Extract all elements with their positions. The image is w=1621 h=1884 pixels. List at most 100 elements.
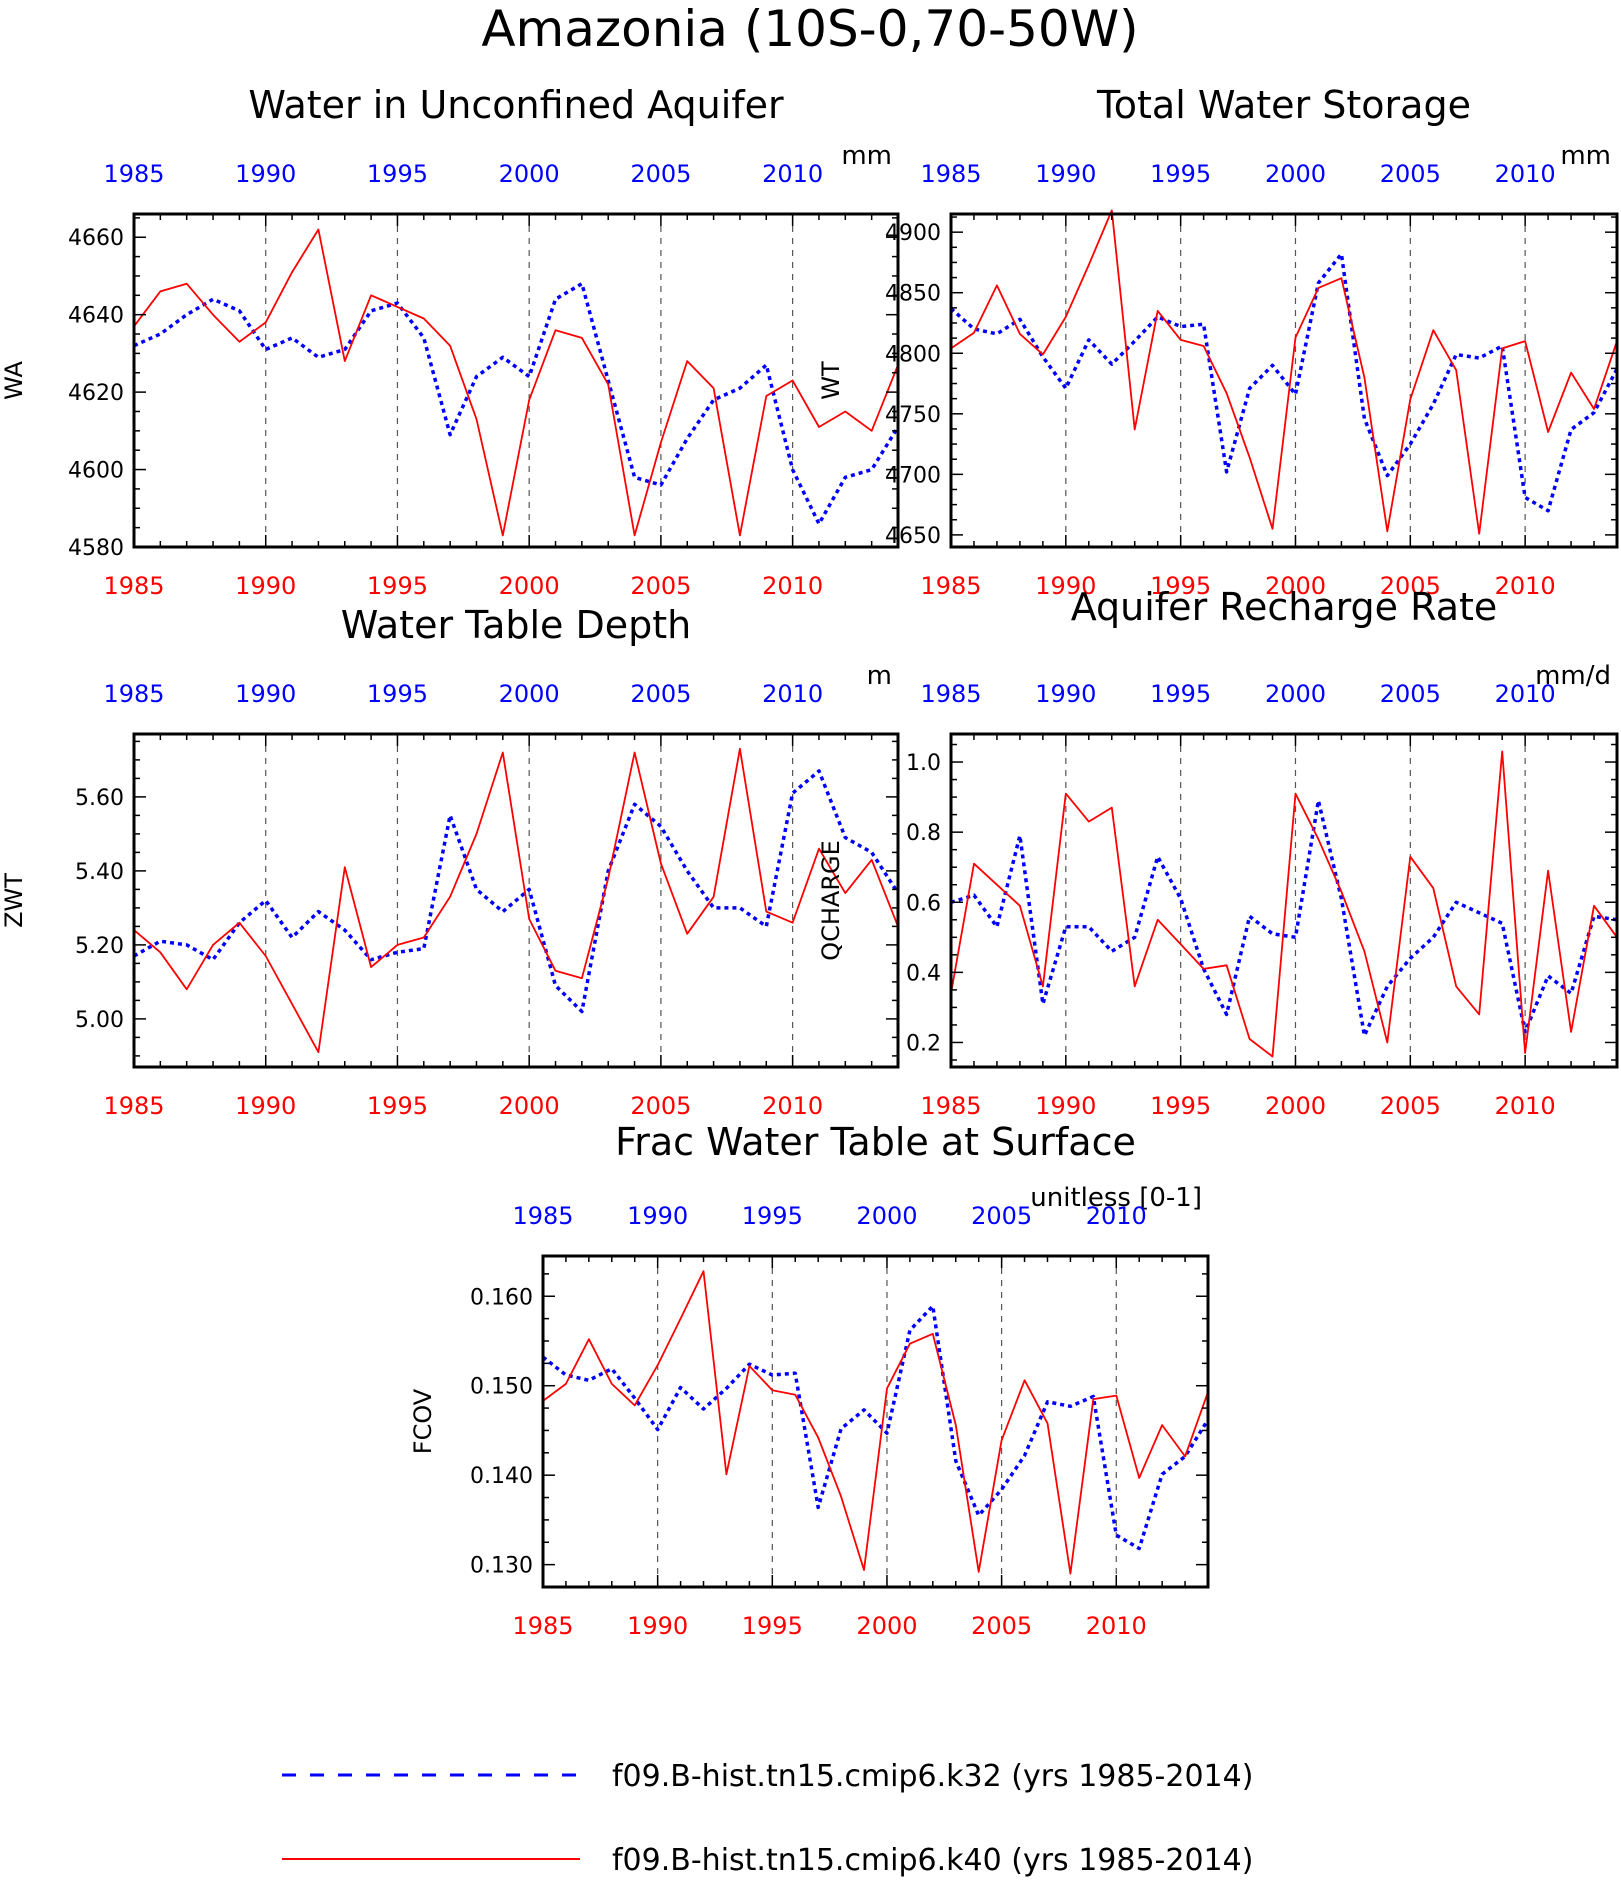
top-axis-year-label: 2010	[762, 160, 823, 188]
chart-panel-4: Aquifer Recharge Rate mm/d QCHARGE 0.2 0.4 0.…	[817, 585, 1619, 1120]
y-tick-label: 4800	[885, 342, 941, 367]
series-line-k32	[133, 769, 900, 1014]
panel-title: Aquifer Recharge Rate	[1071, 585, 1498, 629]
panel-title: Frac Water Table at Surface	[615, 1120, 1136, 1164]
top-axis-year-label: 2010	[1495, 160, 1556, 188]
y-axis-label: WT	[817, 361, 845, 400]
top-axis-year-label: 2010	[1495, 680, 1556, 708]
top-axis-year-label: 2000	[499, 680, 560, 708]
y-tick-label: 0.8	[906, 821, 941, 846]
top-axis-year-label: 2005	[630, 680, 691, 708]
y-tick-label: 0.130	[470, 1554, 533, 1579]
series-line-k32	[950, 798, 1618, 1038]
y-tick-label: 0.4	[906, 961, 941, 986]
bottom-axis-year-label: 1985	[103, 1092, 164, 1120]
bottom-axis-year-label: 2000	[499, 572, 560, 600]
top-axis-year-label: 2005	[1380, 680, 1441, 708]
bottom-axis-year-label: 1995	[367, 572, 428, 600]
plot-frame	[132, 212, 900, 549]
top-axis-year-label: 1985	[103, 680, 164, 708]
units-label: mm	[841, 141, 892, 171]
bottom-axis-year-label: 1990	[235, 572, 296, 600]
figure-title: Amazonia (10S-0,70-50W)	[481, 0, 1138, 58]
plot-frame	[949, 732, 1619, 1069]
top-axis-year-label: 2000	[1265, 680, 1326, 708]
y-tick-label: 4650	[885, 524, 941, 549]
top-axis-year-label: 2010	[1086, 1202, 1147, 1230]
bottom-axis-year-label: 2005	[971, 1612, 1032, 1640]
panel-title: Water in Unconfined Aquifer	[248, 83, 784, 127]
y-tick-label: 4900	[885, 221, 941, 246]
bottom-axis-year-label: 1985	[103, 572, 164, 600]
top-axis-year-label: 1995	[742, 1202, 803, 1230]
series-line-k32	[541, 1304, 1210, 1551]
top-axis-year-label: 1985	[512, 1202, 573, 1230]
panel-title: Total Water Storage	[1096, 83, 1471, 127]
bottom-axis-year-label: 1995	[1150, 572, 1211, 600]
units-label: mm/d	[1535, 661, 1611, 691]
y-tick-label: 4640	[68, 304, 124, 329]
y-tick-label: 4660	[68, 226, 124, 251]
top-axis-year-label: 1985	[920, 680, 981, 708]
legend-label-k40: f09.B-hist.tn15.cmip6.k40 (yrs 1985-2014…	[612, 1843, 1253, 1878]
top-axis-year-label: 1985	[920, 160, 981, 188]
top-axis-year-label: 1995	[367, 160, 428, 188]
y-axis-label: WA	[0, 361, 28, 400]
bottom-axis-year-label: 1995	[742, 1612, 803, 1640]
chart-panel-3: Water Table Depth m ZWT 5.00 5.20 5.40 5.60 198…	[0, 603, 900, 1120]
top-axis-year-label: 1995	[367, 680, 428, 708]
y-tick-label: 0.140	[470, 1464, 533, 1489]
top-axis-year-label: 1990	[235, 680, 296, 708]
bottom-axis-year-label: 1990	[1035, 572, 1096, 600]
y-tick-label: 0.2	[906, 1031, 941, 1056]
y-tick-label: 5.60	[75, 786, 124, 811]
bottom-axis-year-label: 2005	[630, 1092, 691, 1120]
bottom-axis-year-label: 2010	[1086, 1612, 1147, 1640]
panel-title: Water Table Depth	[341, 603, 692, 647]
top-axis-year-label: 2005	[971, 1202, 1032, 1230]
y-tick-label: 5.40	[75, 860, 124, 885]
bottom-axis-year-label: 1985	[920, 572, 981, 600]
series-line-k40	[133, 747, 899, 1054]
top-axis-year-label: 2005	[1380, 160, 1441, 188]
top-axis-year-label: 1985	[103, 160, 164, 188]
top-axis-year-label: 1990	[235, 160, 296, 188]
bottom-axis-year-label: 2000	[499, 1092, 560, 1120]
chart-panel-2: Total Water Storage mm WT 4650 4700 4750 4800 4…	[817, 83, 1619, 600]
bottom-axis-year-label: 2000	[1265, 572, 1326, 600]
top-axis-year-label: 2000	[1265, 160, 1326, 188]
y-tick-label: 4600	[68, 459, 124, 484]
bottom-axis-year-label: 2010	[1495, 1092, 1556, 1120]
y-tick-label: 4750	[885, 403, 941, 428]
top-axis-year-label: 2005	[630, 160, 691, 188]
y-tick-label: 5.00	[75, 1008, 124, 1033]
y-tick-label: 4620	[68, 381, 124, 406]
top-axis-year-label: 1990	[1035, 680, 1096, 708]
bottom-axis-year-label: 2005	[1380, 572, 1441, 600]
y-tick-label: 1.0	[906, 751, 941, 776]
bottom-axis-year-label: 1990	[235, 1092, 296, 1120]
units-label: mm	[1560, 141, 1611, 171]
top-axis-year-label: 2010	[762, 680, 823, 708]
series-line-k40	[950, 209, 1618, 535]
bottom-axis-year-label: 2010	[762, 1092, 823, 1120]
bottom-axis-year-label: 2005	[630, 572, 691, 600]
series-line-k32	[133, 281, 900, 526]
plot-frame	[541, 1254, 1210, 1589]
bottom-axis-year-label: 1990	[627, 1612, 688, 1640]
bottom-axis-year-label: 1985	[512, 1612, 573, 1640]
series-line-k40	[950, 750, 1618, 1058]
top-axis-year-label: 2000	[856, 1202, 917, 1230]
top-axis-year-label: 1990	[627, 1202, 688, 1230]
bottom-axis-year-label: 1995	[1150, 1092, 1211, 1120]
y-tick-label: 0.150	[470, 1375, 533, 1400]
plot-frame	[949, 212, 1619, 549]
top-axis-year-label: 1990	[1035, 160, 1096, 188]
units-label: m	[867, 661, 892, 691]
series-line-k32	[949, 252, 1619, 513]
bottom-axis-year-label: 2010	[1495, 572, 1556, 600]
y-tick-label: 4700	[885, 463, 941, 488]
top-axis-year-label: 1995	[1150, 680, 1211, 708]
chart-panel-1: Water in Unconfined Aquifer mm WA 4580 4600 4…	[0, 83, 900, 600]
